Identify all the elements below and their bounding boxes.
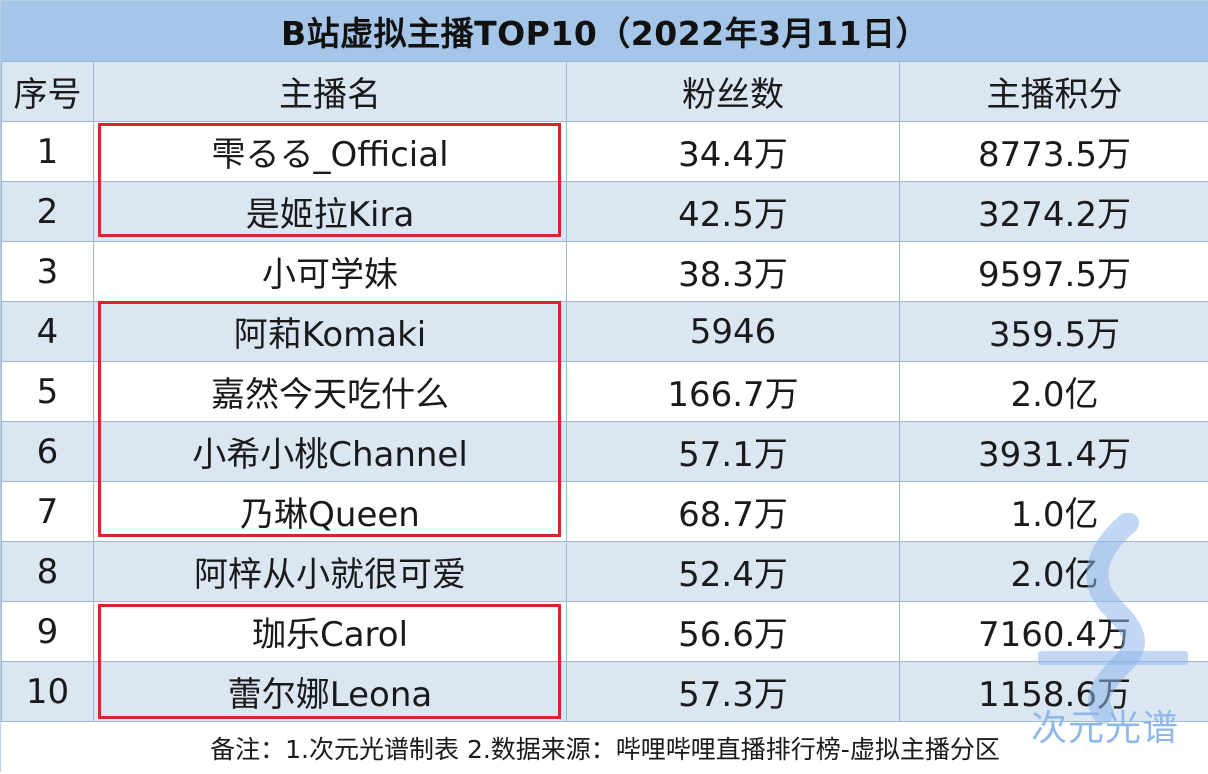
table-row: 9 珈乐Carol 56.6万 7160.4万 xyxy=(2,602,1208,662)
header-row: 序号 主播名 粉丝数 主播积分 xyxy=(2,62,1208,122)
fans-cell: 57.1万 xyxy=(567,422,900,482)
rank-cell: 9 xyxy=(2,602,94,662)
fans-cell: 52.4万 xyxy=(567,542,900,602)
fans-cell: 38.3万 xyxy=(567,242,900,302)
table-row: 10 蕾尔娜Leona 57.3万 1158.6万 xyxy=(2,662,1208,722)
ranking-table: 序号 主播名 粉丝数 主播积分 1 雫るる_Official 34.4万 877… xyxy=(1,61,1208,722)
name-cell: 乃琳Queen xyxy=(94,482,567,542)
rank-cell: 10 xyxy=(2,662,94,722)
fans-cell: 5946 xyxy=(567,302,900,362)
score-cell: 2.0亿 xyxy=(900,542,1208,602)
rank-cell: 6 xyxy=(2,422,94,482)
fans-cell: 57.3万 xyxy=(567,662,900,722)
fans-cell: 166.7万 xyxy=(567,362,900,422)
score-cell: 9597.5万 xyxy=(900,242,1208,302)
name-cell: 阿梓从小就很可爱 xyxy=(94,542,567,602)
name-cell: 阿萂Komaki xyxy=(94,302,567,362)
name-cell: 嘉然今天吃什么 xyxy=(94,362,567,422)
name-cell: 珈乐Carol xyxy=(94,602,567,662)
col-header-score: 主播积分 xyxy=(900,62,1208,122)
name-cell: 小可学妹 xyxy=(94,242,567,302)
name-cell: 蕾尔娜Leona xyxy=(94,662,567,722)
fans-cell: 56.6万 xyxy=(567,602,900,662)
score-cell: 7160.4万 xyxy=(900,602,1208,662)
table-row: 3 小可学妹 38.3万 9597.5万 xyxy=(2,242,1208,302)
table-title: B站虚拟主播TOP10（2022年3月11日） xyxy=(1,1,1208,61)
fans-cell: 34.4万 xyxy=(567,122,900,182)
table-row: 4 阿萂Komaki 5946 359.5万 xyxy=(2,302,1208,362)
name-cell: 小希小桃Channel xyxy=(94,422,567,482)
score-cell: 3931.4万 xyxy=(900,422,1208,482)
rank-cell: 5 xyxy=(2,362,94,422)
rank-cell: 7 xyxy=(2,482,94,542)
score-cell: 359.5万 xyxy=(900,302,1208,362)
rank-cell: 2 xyxy=(2,182,94,242)
col-header-fans: 粉丝数 xyxy=(567,62,900,122)
name-cell: 是姬拉Kira xyxy=(94,182,567,242)
table-row: 6 小希小桃Channel 57.1万 3931.4万 xyxy=(2,422,1208,482)
col-header-rank: 序号 xyxy=(2,62,94,122)
rank-cell: 4 xyxy=(2,302,94,362)
rank-cell: 1 xyxy=(2,122,94,182)
score-cell: 8773.5万 xyxy=(900,122,1208,182)
rank-cell: 3 xyxy=(2,242,94,302)
table-row: 1 雫るる_Official 34.4万 8773.5万 xyxy=(2,122,1208,182)
rank-cell: 8 xyxy=(2,542,94,602)
table-row: 5 嘉然今天吃什么 166.7万 2.0亿 xyxy=(2,362,1208,422)
watermark-text: 次元光谱 xyxy=(1031,699,1179,751)
fans-cell: 42.5万 xyxy=(567,182,900,242)
name-cell: 雫るる_Official xyxy=(94,122,567,182)
score-cell: 1.0亿 xyxy=(900,482,1208,542)
table-row: 8 阿梓从小就很可爱 52.4万 2.0亿 xyxy=(2,542,1208,602)
score-cell: 3274.2万 xyxy=(900,182,1208,242)
table-footnote: 备注：1.次元光谱制表 2.数据来源：哔哩哔哩直播排行榜-虚拟主播分区 xyxy=(1,721,1208,774)
col-header-name: 主播名 xyxy=(94,62,567,122)
score-cell: 2.0亿 xyxy=(900,362,1208,422)
table-row: 7 乃琳Queen 68.7万 1.0亿 xyxy=(2,482,1208,542)
fans-cell: 68.7万 xyxy=(567,482,900,542)
table-row: 2 是姬拉Kira 42.5万 3274.2万 xyxy=(2,182,1208,242)
